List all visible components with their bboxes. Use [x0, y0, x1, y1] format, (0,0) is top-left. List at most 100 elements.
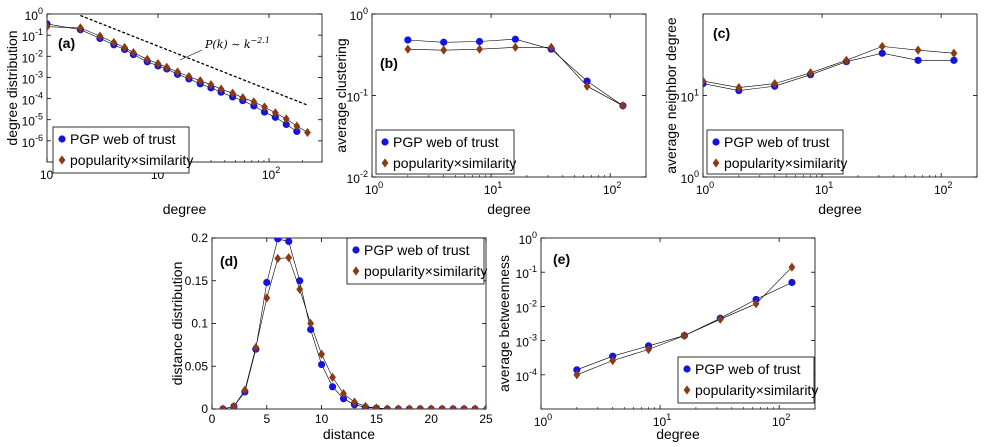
x-tick-label: 10 [315, 412, 329, 426]
plot-area [219, 238, 486, 409]
y-tick-label: 10-3 [22, 69, 43, 86]
pgp-data-point [475, 37, 484, 46]
pop-sim-data-point [121, 42, 128, 53]
pop-sim-data-point [771, 78, 779, 89]
legend-entry: PGP web of trust [393, 134, 499, 150]
y-axis-label: distance distribution [169, 262, 185, 386]
pop-sim-data-point [285, 253, 293, 263]
pop-sim-data-point [752, 299, 760, 309]
pop-sim-data-point [373, 403, 380, 409]
panel-a-chart: 10010110210-610-510-410-310-210-1100degr… [4, 6, 323, 217]
pop-sim-data-point [154, 59, 162, 69]
y-tick-label: 100 [25, 6, 43, 23]
legend-entry: PGP web of trust [695, 361, 801, 377]
x-tick-label: 102 [262, 165, 280, 182]
y-axis-label: average neighbor degree [663, 17, 679, 174]
y-tick-label: 0 [201, 402, 208, 416]
y-tick-label: 101 [681, 88, 699, 105]
y-tick-label: 10-4 [516, 367, 537, 384]
series-line-1 [703, 46, 954, 88]
pgp-data-point [878, 49, 886, 57]
pop-sim-data-point [351, 397, 358, 407]
pgp-data-point [339, 395, 348, 403]
pgp-data-point [573, 366, 581, 374]
y-tick-label: 10-3 [516, 333, 537, 350]
legend-entry: PGP web of trust [70, 131, 176, 147]
x-tick-label: 20 [425, 412, 439, 426]
pop-sim-data-point [703, 76, 707, 86]
x-tick-label: 101 [815, 180, 833, 197]
pop-sim-data-point [110, 37, 118, 48]
pop-sim-data-point [950, 48, 958, 58]
pgp-data-point [260, 108, 269, 116]
pop-sim-data-point [460, 404, 468, 409]
panel-label: (d) [220, 253, 238, 269]
x-axis-label: degree [818, 201, 862, 217]
pgp-data-point [274, 238, 282, 243]
pgp-data-point [914, 56, 922, 64]
x-axis-label: degree [163, 201, 207, 217]
pop-sim-data-point [77, 23, 84, 33]
pop-sim-data-point [362, 401, 369, 409]
legend-entry: PGP web of trust [724, 134, 830, 150]
pop-sim-data-point [296, 284, 304, 294]
x-tick-label: 5 [263, 412, 270, 426]
pop-sim-data-point [163, 62, 171, 72]
pgp-data-point [950, 56, 958, 64]
legend-entry: popularity×similarity [724, 155, 847, 171]
x-tick-label: 100 [365, 180, 383, 197]
y-axis-label: degree distribution [4, 30, 20, 145]
x-tick-label: 15 [370, 412, 384, 426]
legend: PGP web of trust popularity×similarity [706, 129, 847, 175]
pop-sim-data-point [427, 404, 435, 409]
power-law-annotation: P(k) ∼ k−2.1 [204, 36, 270, 51]
pgp-data-point [583, 77, 591, 85]
y-tick-label: 100 [681, 169, 699, 186]
plot-area [47, 14, 311, 138]
pop-sim-data-point [241, 385, 249, 395]
legend-entry: popularity×similarity [70, 152, 193, 168]
pop-sim-data-point [449, 404, 457, 409]
x-tick-label: 101 [653, 412, 671, 429]
legend-marker [381, 138, 389, 146]
x-tick-label: 102 [603, 180, 621, 197]
legend-box [375, 129, 515, 175]
plot-frame [540, 237, 816, 410]
pop-sim-data-point [207, 80, 215, 90]
pop-sim-data-point [511, 42, 519, 52]
plot-area [404, 35, 627, 111]
panel-label: (a) [58, 35, 75, 51]
legend-entry: popularity×similarity [695, 382, 818, 398]
pop-sim-data-point [416, 404, 424, 409]
series-line-1 [407, 46, 624, 106]
y-axis-label: average betweenness [496, 255, 512, 392]
pgp-data-point [511, 35, 519, 43]
pop-sim-data-point [383, 404, 391, 409]
pop-sim-data-point [219, 404, 227, 409]
y-tick-label: 100 [350, 6, 368, 23]
pop-sim-data-point [914, 45, 922, 55]
x-tick-label: 102 [772, 412, 790, 429]
legend-marker [381, 158, 389, 168]
pgp-data-point [282, 120, 290, 129]
y-tick-label: 0.15 [185, 274, 209, 288]
pop-sim-data-point [340, 389, 347, 399]
panel-label: (c) [713, 25, 730, 41]
legend-marker [352, 266, 360, 276]
pop-sim-data-point [47, 22, 51, 32]
pop-sim-data-point [788, 262, 796, 272]
pop-sim-data-point [293, 121, 301, 131]
x-axis-label: degree [487, 201, 531, 217]
y-tick-label: 0.2 [191, 231, 208, 245]
legend: PGP web of trust popularity×similarity [52, 126, 193, 174]
legend-marker [712, 158, 720, 168]
legend-marker [58, 155, 66, 165]
plot-area [703, 41, 958, 95]
pgp-data-point [404, 36, 412, 44]
pop-sim-data-point [440, 45, 448, 55]
pgp-data-point [307, 325, 315, 334]
pop-sim-data-point [716, 314, 724, 324]
pgp-data-point [285, 238, 293, 246]
pgp-data-point [296, 277, 304, 285]
power-law-fit-line [80, 14, 308, 106]
